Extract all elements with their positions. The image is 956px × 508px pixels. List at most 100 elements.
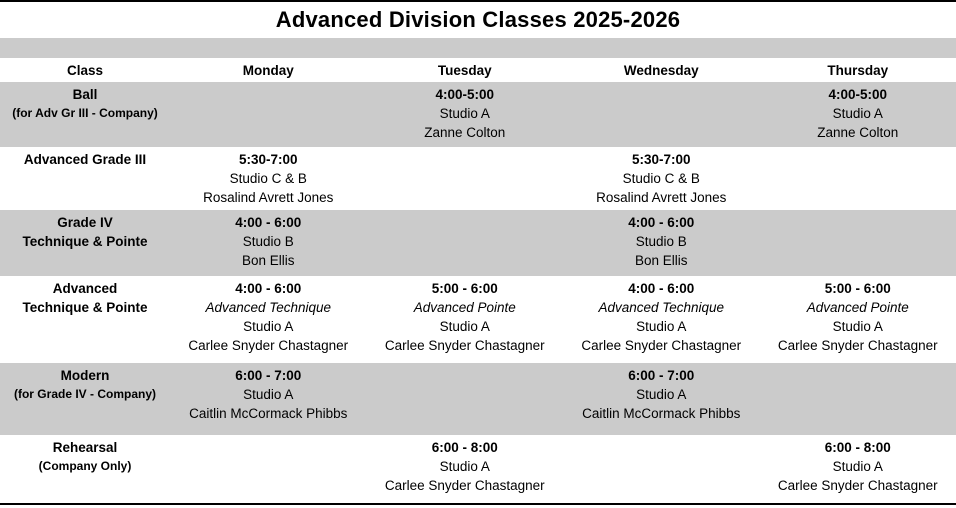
divider-band — [0, 38, 956, 58]
day-cell-thursday — [760, 363, 956, 435]
column-header-thursday: Thursday — [827, 62, 889, 78]
day-cell-tuesday: 4:00-5:00 Studio A Zanne Colton — [367, 82, 564, 147]
time-text: 4:00-5:00 — [828, 87, 888, 102]
day-cell-tuesday — [367, 210, 564, 276]
day-cell-wednesday — [563, 82, 760, 147]
time-text: 4:00 - 6:00 — [628, 215, 695, 230]
class-name: Advanced — [52, 281, 118, 296]
day-cell-tuesday — [367, 147, 564, 210]
class-name-line2: Technique & Pointe — [22, 234, 148, 249]
studio-text: Studio A — [439, 459, 490, 474]
table-row-rehearsal: Rehearsal (Company Only) 6:00 - 8:00 Stu… — [0, 435, 956, 503]
time-text: 5:30-7:00 — [631, 152, 691, 167]
column-header-wednesday: Wednesday — [623, 62, 699, 78]
studio-text: Studio B — [635, 234, 687, 249]
teacher-text: Rosalind Avrett Jones — [596, 190, 727, 205]
teacher-text: Carlee Snyder Chastagner — [777, 478, 938, 493]
column-header-class: Class — [66, 62, 104, 78]
class-cell: Rehearsal (Company Only) — [0, 435, 170, 503]
class-cell: Advanced Grade III — [0, 147, 170, 210]
page-title: Advanced Division Classes 2025-2026 — [275, 7, 681, 32]
day-cell-wednesday — [563, 435, 760, 503]
teacher-text: Zanne Colton — [817, 125, 899, 140]
time-text: 4:00-5:00 — [435, 87, 495, 102]
day-cell-monday: 6:00 - 7:00 Studio A Caitlin McCormack P… — [170, 363, 367, 435]
class-subtitle: Advanced Pointe — [806, 300, 909, 315]
time-text: 5:00 - 6:00 — [824, 281, 891, 296]
class-note: (for Adv Gr III - Company) — [12, 106, 158, 120]
studio-text: Studio A — [636, 387, 687, 402]
teacher-text: Carlee Snyder Chastagner — [581, 338, 742, 353]
day-cell-monday — [170, 435, 367, 503]
class-subtitle: Advanced Technique — [598, 300, 725, 315]
teacher-text: Zanne Colton — [424, 125, 506, 140]
time-text: 4:00 - 6:00 — [235, 215, 302, 230]
day-cell-monday — [170, 82, 367, 147]
teacher-text: Carlee Snyder Chastagner — [384, 338, 545, 353]
studio-text: Studio A — [832, 106, 883, 121]
class-name: Rehearsal — [52, 440, 118, 455]
day-cell-monday: 5:30-7:00 Studio C & B Rosalind Avrett J… — [170, 147, 367, 210]
day-cell-tuesday: 5:00 - 6:00 Advanced Pointe Studio A Car… — [367, 276, 564, 363]
teacher-text: Carlee Snyder Chastagner — [384, 478, 545, 493]
day-cell-thursday: 4:00-5:00 Studio A Zanne Colton — [760, 82, 956, 147]
teacher-text: Caitlin McCormack Phibbs — [189, 406, 348, 421]
day-cell-thursday — [760, 210, 956, 276]
time-text: 6:00 - 7:00 — [628, 368, 695, 383]
table-row-advanced-grade-iii: Advanced Grade III 5:30-7:00 Studio C & … — [0, 147, 956, 210]
class-name: Grade IV — [57, 215, 113, 230]
class-note: (for Grade IV - Company) — [13, 387, 156, 401]
day-cell-thursday: 6:00 - 8:00 Studio A Carlee Snyder Chast… — [760, 435, 956, 503]
class-name-line2: Technique & Pointe — [22, 300, 148, 315]
day-cell-wednesday: 4:00 - 6:00 Advanced Technique Studio A … — [563, 276, 760, 363]
time-text: 5:30-7:00 — [238, 152, 298, 167]
title-row: Advanced Division Classes 2025-2026 — [0, 2, 956, 38]
column-header-monday: Monday — [242, 62, 294, 78]
class-cell: Modern (for Grade IV - Company) — [0, 363, 170, 435]
class-subtitle: Advanced Pointe — [413, 300, 516, 315]
teacher-text: Caitlin McCormack Phibbs — [582, 406, 741, 421]
studio-text: Studio A — [439, 106, 490, 121]
studio-text: Studio A — [832, 459, 883, 474]
day-cell-tuesday — [367, 363, 564, 435]
class-cell: Ball (for Adv Gr III - Company) — [0, 82, 170, 147]
day-cell-thursday — [760, 147, 956, 210]
class-subtitle: Advanced Technique — [205, 300, 332, 315]
studio-text: Studio C & B — [229, 171, 307, 186]
class-name: Advanced Grade III — [23, 152, 147, 167]
teacher-text: Carlee Snyder Chastagner — [777, 338, 938, 353]
day-cell-monday: 4:00 - 6:00 Advanced Technique Studio A … — [170, 276, 367, 363]
table-row-ball: Ball (for Adv Gr III - Company) 4:00-5:0… — [0, 82, 956, 147]
day-cell-wednesday: 6:00 - 7:00 Studio A Caitlin McCormack P… — [563, 363, 760, 435]
class-name: Modern — [60, 368, 110, 383]
studio-text: Studio A — [636, 319, 687, 334]
day-cell-wednesday: 5:30-7:00 Studio C & B Rosalind Avrett J… — [563, 147, 760, 210]
studio-text: Studio A — [243, 319, 294, 334]
table-header-row: Class Monday Tuesday Wednesday Thursday — [0, 58, 956, 82]
class-cell: Grade IV Technique & Pointe — [0, 210, 170, 276]
time-text: 6:00 - 7:00 — [235, 368, 302, 383]
teacher-text: Carlee Snyder Chastagner — [188, 338, 349, 353]
studio-text: Studio A — [243, 387, 294, 402]
class-note: (Company Only) — [38, 459, 132, 473]
class-name: Ball — [72, 87, 98, 102]
day-cell-thursday: 5:00 - 6:00 Advanced Pointe Studio A Car… — [760, 276, 956, 363]
time-text: 6:00 - 8:00 — [824, 440, 891, 455]
studio-text: Studio A — [832, 319, 883, 334]
day-cell-monday: 4:00 - 6:00 Studio B Bon Ellis — [170, 210, 367, 276]
teacher-text: Rosalind Avrett Jones — [203, 190, 334, 205]
time-text: 5:00 - 6:00 — [431, 281, 498, 296]
class-cell: Advanced Technique & Pointe — [0, 276, 170, 363]
teacher-text: Bon Ellis — [634, 253, 688, 268]
day-cell-wednesday: 4:00 - 6:00 Studio B Bon Ellis — [563, 210, 760, 276]
teacher-text: Bon Ellis — [241, 253, 295, 268]
studio-text: Studio B — [242, 234, 294, 249]
table-row-modern: Modern (for Grade IV - Company) 6:00 - 7… — [0, 363, 956, 435]
studio-text: Studio C & B — [622, 171, 700, 186]
column-header-tuesday: Tuesday — [437, 62, 492, 78]
time-text: 4:00 - 6:00 — [628, 281, 695, 296]
time-text: 6:00 - 8:00 — [431, 440, 498, 455]
studio-text: Studio A — [439, 319, 490, 334]
table-row-advanced-technique-pointe: Advanced Technique & Pointe 4:00 - 6:00 … — [0, 276, 956, 363]
